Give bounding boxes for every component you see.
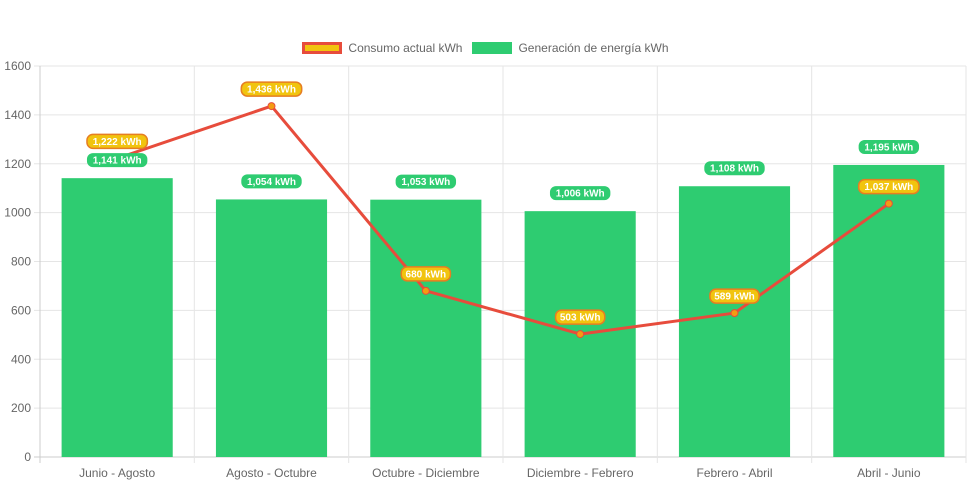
bar-generacion [833,164,945,458]
data-label-generacion: 1,195 kWh [864,142,913,153]
point-consumo [576,330,585,339]
data-label-consumo-bg [857,178,920,195]
x-tick-label: Agosto - Octubre [226,466,317,480]
data-label-consumo-bg [554,309,606,325]
line-consumo [116,104,890,336]
legend-swatch-generacion [472,42,513,54]
legend-swatch-consumo [302,42,343,54]
bar-generacion [370,199,482,457]
data-label-consumo: 1,037 kWh [864,182,913,193]
data-label-generacion-bg [549,186,611,201]
data-label-consumo: 589 kWh [714,292,755,303]
data-label-consumo: 680 kWh [406,269,447,280]
y-tick-label: 1000 [4,206,31,220]
data-label-generacion: 1,141 kWh [93,156,142,167]
y-tick-label: 800 [11,255,31,269]
y-tick-label: 1600 [4,59,31,73]
data-label-generacion-bg [704,161,765,176]
y-tick-label: 1200 [4,157,31,171]
legend-item-consumo[interactable]: Consumo actual kWh [302,41,462,55]
data-label-generacion: 1,053 kWh [401,177,450,188]
data-label-generacion-bg [241,174,302,189]
y-tick-label: 1400 [4,108,31,122]
legend-item-generacion[interactable]: Generación de energía kWh [472,41,669,55]
bar-generacion [678,186,791,458]
data-label-generacion: 1,108 kWh [710,164,759,175]
data-label-consumo-bg [240,81,303,97]
point-consumo [267,102,276,111]
data-label-consumo-bg [709,288,760,304]
point-consumo [884,199,893,208]
data-label-consumo: 1,222 kWh [93,137,142,148]
data-label-generacion-bg [395,174,457,189]
point-consumo [421,286,430,295]
bar-generacion [61,178,173,457]
data-label-consumo: 1,436 kWh [247,85,296,96]
data-label-generacion: 1,054 kWh [247,177,296,188]
legend-label-consumo: Consumo actual kWh [348,41,463,55]
chart-legend: Consumo actual kWh Generación de energía… [0,41,971,55]
data-label-consumo-bg [86,133,149,150]
data-label-generacion: 1,006 kWh [556,189,605,200]
point-consumo [730,309,739,318]
x-tick-label: Junio - Agosto [79,466,155,480]
legend-label-generacion: Generación de energía kWh [518,41,669,55]
y-tick-label: 200 [11,401,31,415]
x-tick-label: Octubre - Diciembre [372,466,480,480]
x-tick-label: Abril - Junio [857,466,921,480]
data-label-generacion-bg [858,139,920,154]
y-tick-label: 400 [11,352,31,366]
data-label-consumo-bg [400,266,452,282]
data-label-consumo: 503 kWh [560,313,601,324]
y-tick-label: 600 [11,303,31,317]
data-label-generacion-bg [86,153,148,168]
x-tick-label: Febrero - Abril [696,466,772,480]
bar-generacion [215,199,328,457]
y-tick-label: 0 [24,450,31,464]
x-tick-label: Diciembre - Febrero [527,466,634,480]
